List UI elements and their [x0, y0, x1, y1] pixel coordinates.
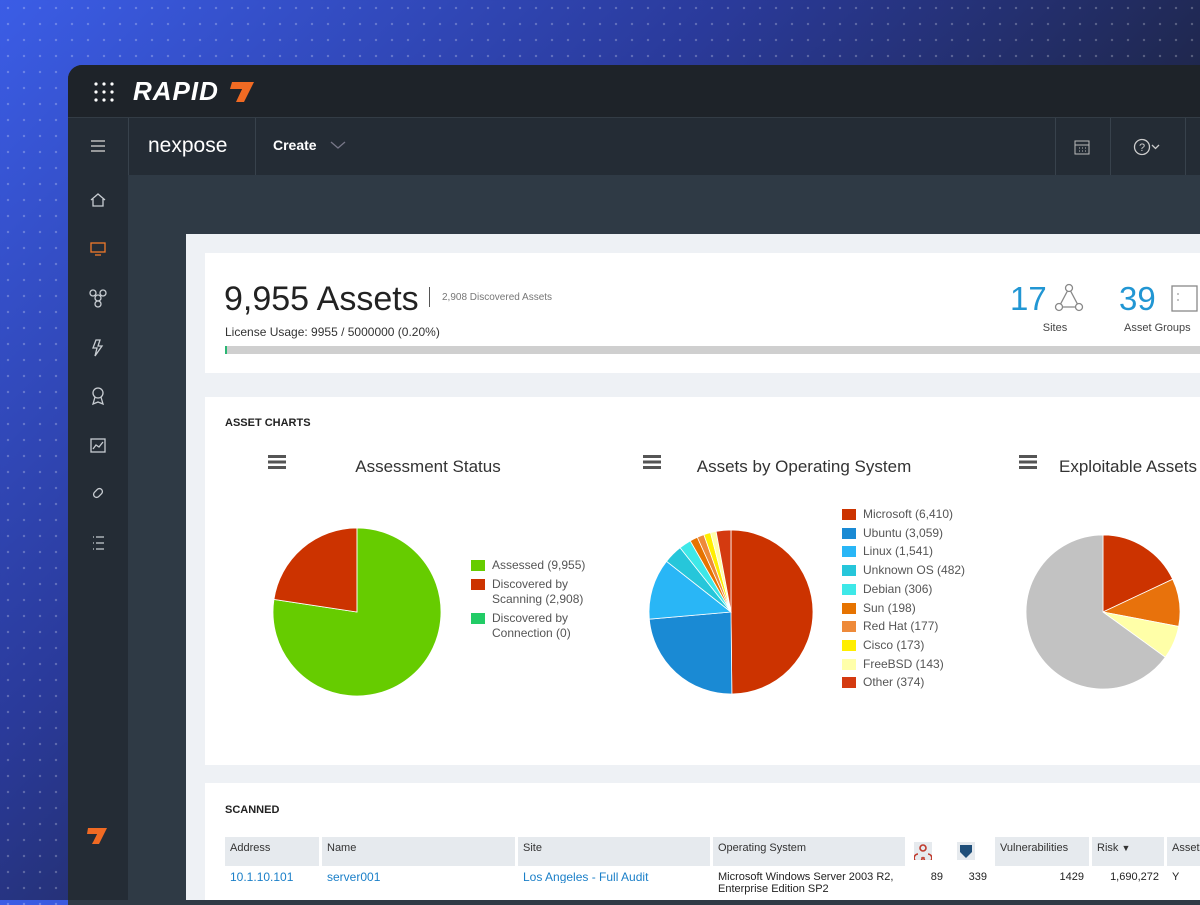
icon	[960, 845, 972, 858]
column-header[interactable]: Name	[322, 837, 515, 866]
legend-label[interactable]: Assessed (9,955)	[492, 558, 586, 572]
section-heading: SCANNED	[225, 804, 280, 816]
legend-label[interactable]: Red Hat (177)	[863, 619, 939, 634]
separator	[429, 287, 430, 307]
divider	[1110, 118, 1111, 175]
column-icon	[914, 842, 932, 860]
asset-count: 9,955 Assets	[224, 280, 419, 318]
table-cell: 339	[968, 871, 987, 883]
legend-swatch[interactable]	[842, 565, 856, 577]
legend-label[interactable]: Other (374)	[863, 675, 925, 690]
cell-link[interactable]: Los Angeles - Full Audit	[523, 870, 649, 883]
pie-chart	[1025, 534, 1181, 690]
groups-count[interactable]: 39	[1119, 280, 1156, 317]
chart-menu[interactable]	[1019, 455, 1037, 469]
table-cell: 1429	[1059, 871, 1084, 883]
chart-title: Assessment Status	[355, 457, 501, 476]
brand-mark	[230, 82, 254, 102]
pie-slice	[1102, 534, 1174, 613]
table-cell: 89	[930, 871, 943, 883]
sites-count[interactable]: 17	[1010, 280, 1047, 317]
svg-text:?: ?	[1139, 142, 1145, 154]
column-header[interactable]: Assets	[1167, 837, 1200, 866]
license-usage: License Usage: 9955 / 5000000 (0.20%)	[225, 325, 440, 339]
legend-label[interactable]: Unknown OS (482)	[863, 563, 966, 578]
legend-label[interactable]: Debian (306)	[863, 581, 933, 596]
nav-bar	[68, 118, 1200, 175]
column-header[interactable]: Address	[225, 837, 319, 866]
chart-title: Assets by Operating System	[696, 457, 912, 476]
discovered-count: 2,908 Discovered Assets	[442, 292, 553, 303]
chart-title: Exploitable Assets	[1059, 457, 1197, 476]
divider	[128, 118, 129, 175]
icon	[914, 844, 932, 860]
legend-label[interactable]: Sun (198)	[863, 600, 916, 615]
groups-icon	[1171, 285, 1198, 312]
cell-link[interactable]: server001	[327, 870, 381, 883]
calendar-icon[interactable]	[1074, 139, 1090, 155]
column-header[interactable]: Vulnerabilities	[995, 837, 1089, 866]
pie-slice	[273, 527, 358, 613]
cell-link[interactable]: 10.1.10.101	[230, 870, 294, 883]
legend-swatch[interactable]	[842, 639, 856, 651]
divider	[255, 118, 256, 175]
legend-label[interactable]: FreeBSD (143)	[863, 656, 944, 671]
table-cell: Y	[1172, 871, 1180, 883]
legend-swatch[interactable]	[842, 546, 856, 558]
chart-menu[interactable]	[268, 455, 286, 469]
legend-label[interactable]: Cisco (173)	[863, 637, 925, 652]
legend-swatch[interactable]	[842, 621, 856, 633]
pie-chart	[272, 527, 442, 697]
help-icon[interactable]: ?	[1133, 138, 1165, 156]
brand[interactable]: RAPID	[133, 76, 219, 106]
legend-label[interactable]: Discovered by Connection (0)	[492, 611, 571, 640]
divider	[1185, 118, 1186, 175]
sites-label: Sites	[1042, 322, 1068, 334]
sidebar-logo	[87, 828, 107, 844]
table-cell: 1,690,272	[1110, 871, 1159, 883]
divider	[1055, 118, 1056, 175]
sidebar-icons	[89, 193, 107, 550]
create-menu[interactable]: Create	[273, 137, 317, 153]
pie-slice	[1025, 534, 1166, 690]
top-bar	[68, 65, 1200, 118]
legend-swatch[interactable]	[471, 613, 485, 624]
legend-swatch[interactable]	[842, 658, 856, 670]
legend-label[interactable]: Ubuntu (3,059)	[863, 525, 944, 540]
legend-label[interactable]: Discovered by Scanning (2,908)	[492, 577, 584, 606]
apps-icon[interactable]	[92, 80, 116, 104]
legend-label[interactable]: Linux (1,541)	[863, 544, 934, 559]
product-name[interactable]: nexpose	[148, 134, 228, 157]
legend-swatch[interactable]	[471, 560, 485, 571]
pie-chart	[648, 529, 814, 695]
section-heading: ASSET CHARTS	[225, 417, 311, 429]
pie-slice	[730, 529, 814, 695]
chart-menu[interactable]	[643, 455, 661, 469]
legend-swatch[interactable]	[842, 509, 856, 520]
chevron	[330, 141, 346, 149]
column-header[interactable]: Operating System	[713, 837, 905, 866]
legend-swatch[interactable]	[842, 527, 856, 539]
legend-swatch[interactable]	[842, 677, 856, 689]
legend-swatch[interactable]	[842, 583, 856, 595]
groups-label: Asset Groups	[1124, 322, 1191, 334]
license-fill	[225, 346, 227, 354]
legend-label[interactable]: Microsoft (6,410)	[863, 507, 954, 521]
pie-slice	[648, 560, 733, 620]
column-header[interactable]: Risk ▼	[1092, 837, 1164, 866]
column-header[interactable]: Site	[518, 837, 710, 866]
pie-slice	[648, 611, 733, 695]
pie-slice	[715, 529, 732, 613]
table-cell: Microsoft Windows Server 2003 R2, Enterp…	[718, 871, 894, 895]
sites-icon	[1054, 283, 1084, 312]
column-icon	[957, 842, 975, 860]
menu-icon[interactable]	[90, 139, 106, 153]
legend-swatch[interactable]	[842, 602, 856, 614]
sort-arrow: ▼	[1121, 843, 1131, 853]
legend-swatch[interactable]	[471, 579, 485, 590]
license-bar	[225, 346, 1200, 354]
